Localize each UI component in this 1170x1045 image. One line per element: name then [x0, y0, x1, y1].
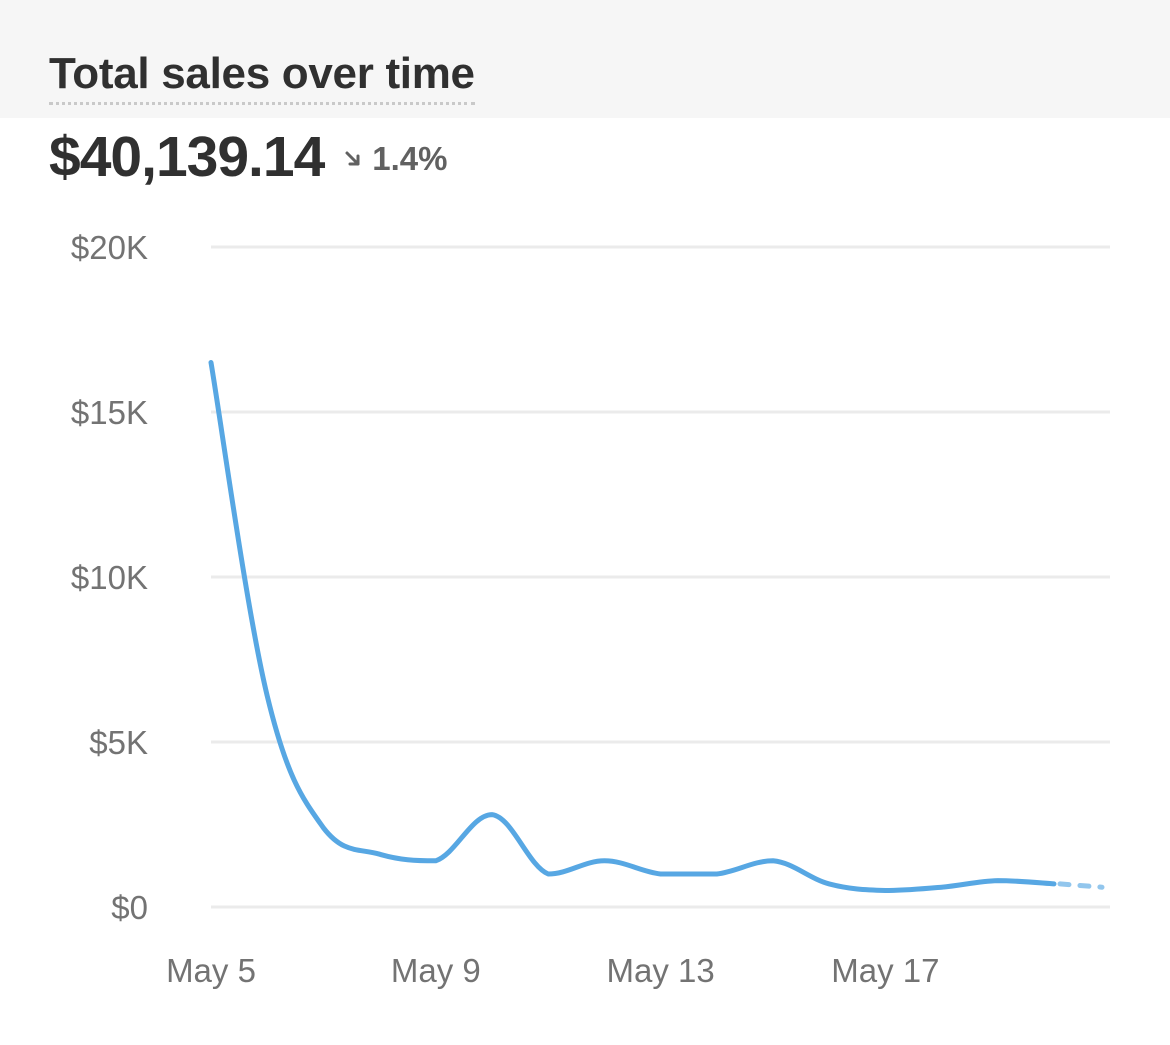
- y-tick-label: $20K: [71, 229, 148, 266]
- card-title[interactable]: Total sales over time: [49, 48, 475, 105]
- y-tick-label: $10K: [71, 559, 148, 596]
- card-header-band: [0, 0, 1170, 118]
- x-tick-label: May 17: [831, 952, 939, 989]
- arrow-down-right-icon: [345, 151, 360, 166]
- x-tick-label: May 5: [166, 952, 256, 989]
- y-tick-label: $5K: [89, 724, 148, 761]
- total-sales-value: $40,139.14: [49, 125, 325, 189]
- total-row: $40,139.14 1.4%: [49, 122, 448, 192]
- projected-series-line: [1057, 881, 1105, 890]
- sales-series-line: [208, 360, 1057, 893]
- x-tick-label: May 13: [606, 952, 714, 989]
- change-percent: 1.4%: [372, 140, 448, 177]
- y-tick-label: $0: [111, 889, 148, 926]
- change-indicator: 1.4%: [344, 139, 448, 179]
- y-tick-label: $15K: [71, 394, 148, 431]
- x-tick-label: May 9: [391, 952, 481, 989]
